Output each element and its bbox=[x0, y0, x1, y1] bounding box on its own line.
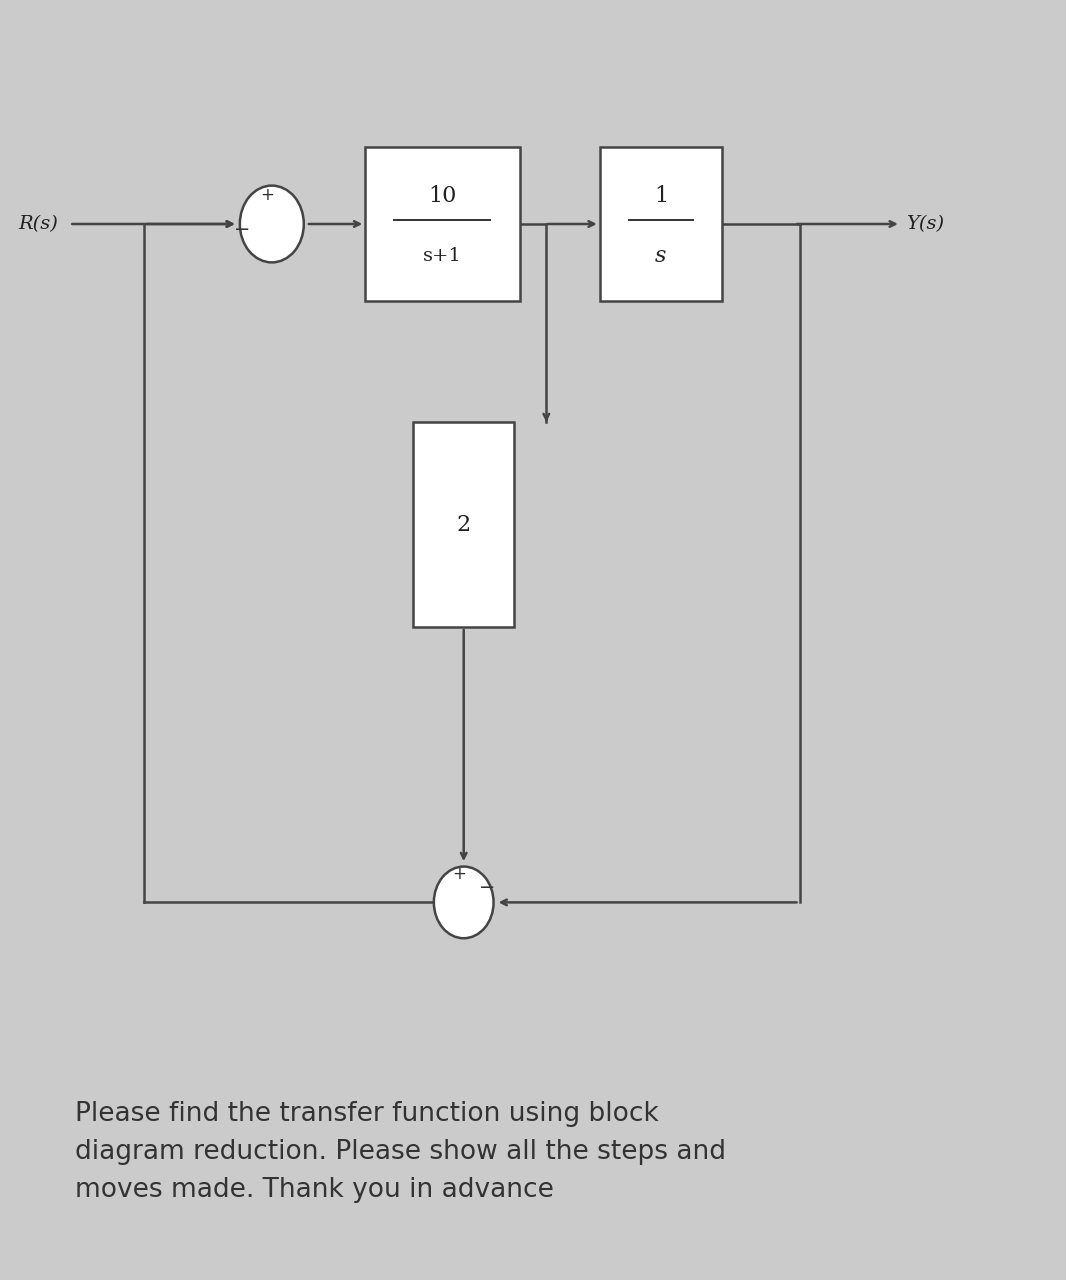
Text: +: + bbox=[452, 865, 467, 883]
Text: 10: 10 bbox=[429, 184, 456, 207]
Text: 2: 2 bbox=[456, 513, 471, 536]
Text: −: − bbox=[233, 220, 251, 238]
Bar bbox=[599, 147, 723, 301]
Text: R(s): R(s) bbox=[19, 215, 59, 233]
Bar bbox=[414, 422, 515, 627]
Text: Y(s): Y(s) bbox=[906, 215, 944, 233]
Circle shape bbox=[240, 186, 304, 262]
Text: +: + bbox=[260, 186, 275, 204]
Circle shape bbox=[434, 867, 494, 938]
Text: −: − bbox=[479, 878, 496, 896]
Bar bbox=[365, 147, 519, 301]
Text: s: s bbox=[656, 244, 666, 268]
Text: Please find the transfer function using block
diagram reduction. Please show all: Please find the transfer function using … bbox=[75, 1101, 726, 1203]
Text: 1: 1 bbox=[653, 184, 668, 207]
Text: s+1: s+1 bbox=[423, 247, 462, 265]
